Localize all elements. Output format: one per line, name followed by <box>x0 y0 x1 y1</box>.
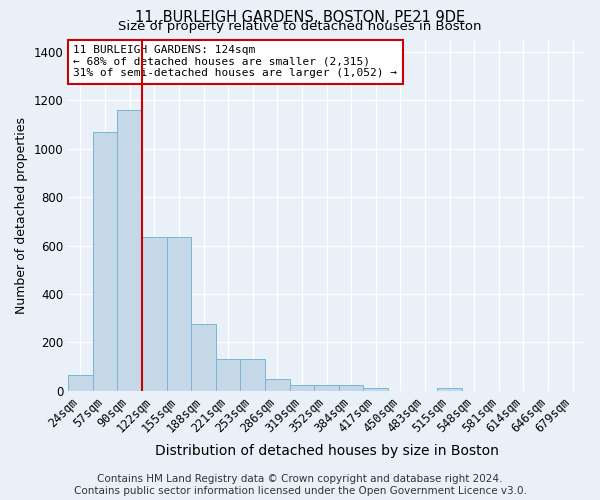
Bar <box>339 385 364 391</box>
Text: 11 BURLEIGH GARDENS: 124sqm
← 68% of detached houses are smaller (2,315)
31% of : 11 BURLEIGH GARDENS: 124sqm ← 68% of det… <box>73 46 397 78</box>
Bar <box>241 360 265 391</box>
Text: Contains HM Land Registry data © Crown copyright and database right 2024.
Contai: Contains HM Land Registry data © Crown c… <box>74 474 526 496</box>
Bar <box>142 237 167 391</box>
X-axis label: Distribution of detached houses by size in Boston: Distribution of detached houses by size … <box>155 444 499 458</box>
Bar <box>167 237 191 391</box>
Bar <box>314 385 339 391</box>
Bar <box>290 385 314 391</box>
Y-axis label: Number of detached properties: Number of detached properties <box>15 117 28 314</box>
Bar <box>216 360 241 391</box>
Text: 11, BURLEIGH GARDENS, BOSTON, PE21 9DE: 11, BURLEIGH GARDENS, BOSTON, PE21 9DE <box>135 10 465 25</box>
Bar <box>93 132 118 391</box>
Text: Size of property relative to detached houses in Boston: Size of property relative to detached ho… <box>118 20 482 33</box>
Bar <box>68 375 93 391</box>
Bar <box>265 380 290 391</box>
Bar <box>191 324 216 391</box>
Bar <box>437 388 462 391</box>
Bar <box>364 388 388 391</box>
Bar <box>118 110 142 391</box>
